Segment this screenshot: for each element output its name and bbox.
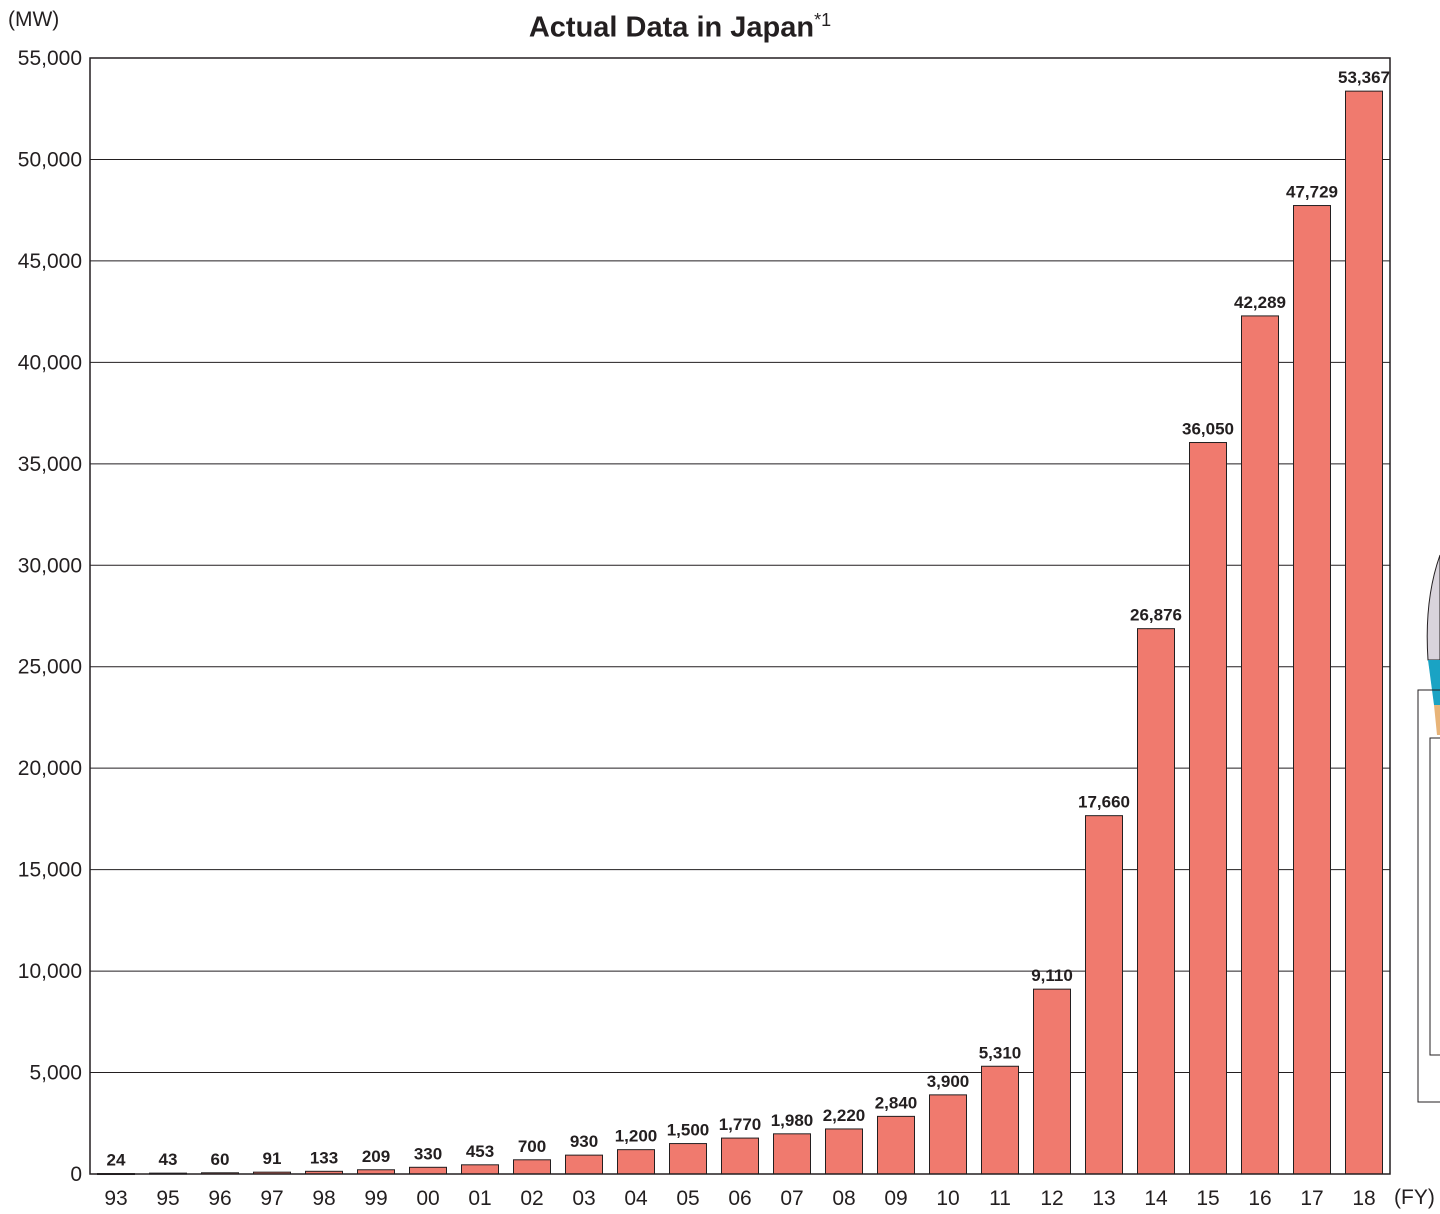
- x-tick-label: 15: [1196, 1187, 1219, 1210]
- x-tick-label: 08: [832, 1187, 855, 1210]
- y-tick-label: 20,000: [18, 757, 82, 780]
- bar: [409, 1166, 447, 1175]
- value-label: 700: [518, 1137, 546, 1156]
- bar: [1033, 988, 1071, 1175]
- side-figure-fragment: [1428, 660, 1440, 705]
- value-label: 3,900: [927, 1072, 970, 1091]
- side-figure-fragment: [1429, 737, 1440, 1056]
- value-label: 17,660: [1078, 793, 1130, 812]
- bar: [929, 1094, 967, 1175]
- value-label: 209: [362, 1147, 390, 1166]
- value-label: 26,876: [1130, 606, 1182, 625]
- value-label: 1,500: [667, 1121, 710, 1140]
- x-tick-label: 09: [884, 1187, 907, 1210]
- bar: [1137, 628, 1175, 1175]
- y-tick-label: 5,000: [29, 1062, 82, 1085]
- y-tick-label: 0: [70, 1163, 82, 1186]
- x-tick-label: 16: [1248, 1187, 1271, 1210]
- bar: [617, 1149, 655, 1175]
- x-tick-label: 10: [936, 1187, 959, 1210]
- x-tick-label: 01: [468, 1187, 491, 1210]
- bar: [669, 1143, 707, 1175]
- bar: [461, 1164, 499, 1175]
- bar: [565, 1154, 603, 1175]
- y-tick-label: 30,000: [18, 554, 82, 577]
- x-tick-label: 12: [1040, 1187, 1063, 1210]
- y-tick-label: 55,000: [18, 47, 82, 70]
- x-tick-label: 02: [520, 1187, 543, 1210]
- side-figure-fragment: [1426, 554, 1440, 661]
- y-tick-label: 35,000: [18, 453, 82, 476]
- x-tick-label: 97: [260, 1187, 283, 1210]
- chart-title: Actual Data in Japan*1: [528, 10, 832, 44]
- value-label: 133: [310, 1148, 338, 1167]
- bar: [981, 1065, 1019, 1175]
- value-label: 5,310: [979, 1043, 1022, 1062]
- value-label: 60: [211, 1150, 230, 1169]
- x-axis-unit-label: (FY): [1394, 1186, 1435, 1209]
- value-label: 330: [414, 1144, 442, 1163]
- x-tick-label: 04: [624, 1187, 648, 1210]
- value-label: 24: [107, 1151, 126, 1170]
- x-tick-label: 14: [1144, 1187, 1168, 1210]
- x-tick-label: 07: [780, 1187, 803, 1210]
- y-axis-unit-label: (MW): [8, 8, 60, 31]
- x-tick-label: 00: [416, 1187, 439, 1210]
- bar: [825, 1128, 863, 1175]
- x-tick-label: 05: [676, 1187, 699, 1210]
- value-label: 930: [570, 1132, 598, 1151]
- x-tick-label: 96: [208, 1187, 231, 1210]
- x-tick-label: 11: [989, 1187, 1011, 1210]
- value-label: 453: [466, 1142, 494, 1161]
- title-footnote: *1: [814, 10, 832, 30]
- bar: [1085, 815, 1123, 1175]
- value-label: 91: [263, 1149, 282, 1168]
- bar: [513, 1159, 551, 1175]
- bar: [773, 1133, 811, 1175]
- bar: [1345, 90, 1383, 1175]
- y-tick-label: 10,000: [18, 960, 82, 983]
- bar: [1241, 315, 1279, 1175]
- bar: [1293, 205, 1331, 1175]
- value-label: 2,840: [875, 1093, 918, 1112]
- value-label: 1,770: [719, 1115, 762, 1134]
- bar: [1189, 442, 1227, 1175]
- y-tick-label: 45,000: [18, 250, 82, 273]
- x-tick-label: 93: [104, 1187, 127, 1210]
- y-tick-label: 40,000: [18, 351, 82, 374]
- y-tick-label: 15,000: [18, 859, 82, 882]
- x-tick-label: 06: [728, 1187, 751, 1210]
- value-label: 1,980: [771, 1111, 814, 1130]
- x-tick-label: 13: [1092, 1187, 1115, 1210]
- x-tick-label: 99: [364, 1187, 387, 1210]
- x-tick-label: 98: [312, 1187, 335, 1210]
- bar: [877, 1115, 915, 1175]
- y-tick-label: 25,000: [18, 656, 82, 679]
- x-tick-label: 18: [1352, 1187, 1375, 1210]
- value-label: 2,220: [823, 1106, 866, 1125]
- x-tick-label: 95: [156, 1187, 179, 1210]
- value-label: 42,289: [1234, 293, 1286, 312]
- side-figure-fragment: [1434, 705, 1440, 735]
- value-label: 36,050: [1182, 420, 1234, 439]
- value-label: 1,200: [615, 1127, 658, 1146]
- value-label: 53,367: [1338, 68, 1390, 87]
- x-tick-label: 17: [1300, 1187, 1323, 1210]
- bar: [721, 1137, 759, 1175]
- plot-frame: [89, 57, 1391, 1175]
- side-figure-fragment: [1417, 689, 1440, 1103]
- value-label: 43: [159, 1150, 178, 1169]
- value-label: 9,110: [1031, 966, 1073, 985]
- x-tick-label: 03: [572, 1187, 595, 1210]
- value-label: 47,729: [1286, 183, 1338, 202]
- y-tick-label: 50,000: [18, 148, 82, 171]
